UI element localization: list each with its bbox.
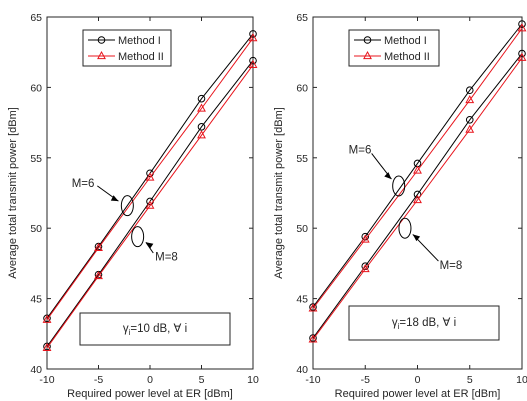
x-tick-label: -10 [39,374,54,386]
data-point [518,49,526,58]
data-point [465,115,474,124]
data-point [249,56,257,65]
data-point [249,30,257,38]
x-tick-label: 10 [247,374,259,386]
y-tick-label: 60 [296,82,308,94]
x-tick-label: 5 [199,374,205,386]
series-line [46,37,254,320]
condition-text: γi=10 dB, ∀ i [123,323,187,337]
x-axis-label: Required power level at ER [dBm] [335,388,501,400]
plot-area [46,16,254,370]
legend-marker [363,50,372,60]
legend-label: Method II [384,51,430,63]
legend-label: Method I [118,35,161,47]
legend-marker [97,36,106,44]
data-point [465,86,474,95]
data-point [517,23,527,32]
y-tick-label: 50 [30,223,42,235]
y-axis-label: Average total transmit power [dBm] [273,107,285,279]
series-line [312,57,523,340]
y-tick-label: 40 [296,364,308,376]
data-point [197,94,206,103]
annotation-ellipse [392,175,406,197]
y-tick-label: 55 [30,153,42,165]
series-line [312,23,523,308]
annotation-label: M=8 [155,251,178,263]
series-line [312,28,523,309]
legend [348,29,440,67]
annotation-arrowhead [384,172,392,180]
y-tick-label: 65 [296,12,308,24]
annotation-label: M=6 [349,144,372,156]
annotation-ellipse [131,226,145,248]
x-tick-label: 0 [147,374,153,386]
annotation-arrowhead [145,242,154,249]
x-tick-label: -5 [94,374,103,386]
chart-panel-1: -10 -5 0 5 10 40 45 50 55 60 65 Required power leve… [7,12,259,400]
data-point [94,271,103,280]
condition-box [79,312,231,346]
series-line [46,64,254,349]
data-point [360,234,370,243]
data-point [145,172,155,181]
legend-label: Method II [118,51,164,63]
x-tick-label: 0 [415,374,421,386]
data-point [465,95,475,104]
legend-marker [363,36,372,44]
y-tick-label: 65 [30,12,42,24]
data-point [248,59,258,68]
data-point [308,334,318,343]
annotation-arrowhead [110,195,119,202]
annotation-ellipse [120,195,134,217]
series-line [312,53,523,339]
y-tick-label: 45 [296,294,308,306]
annotation-label: M=8 [440,260,463,272]
condition-text: γi=18 dB, ∀ i [392,317,456,331]
data-point [248,33,258,42]
data-point [413,165,422,174]
data-point [145,200,155,209]
chart-panel-2: -10 -5 0 5 10 40 45 50 55 60 65 Required power leve… [273,12,527,400]
data-point [517,52,527,61]
data-point [413,194,422,204]
data-point [360,263,370,273]
legend-label: Method I [384,35,427,47]
annotation-label: M=6 [72,178,95,190]
y-tick-label: 45 [30,294,42,306]
legend [82,29,172,67]
data-point [413,190,422,199]
x-tick-label: 5 [467,374,473,386]
legend-marker [97,50,106,60]
data-point [518,20,526,28]
x-axis-label: Required power level at ER [dBm] [67,388,233,400]
data-point [42,342,52,351]
x-tick-label: -5 [361,374,370,386]
annotation-arrowhead [412,234,421,242]
data-point [465,124,475,133]
y-tick-label: 40 [30,364,42,376]
data-point [197,130,206,139]
condition-box [348,305,500,341]
data-point [308,303,318,312]
x-tick-label: -10 [305,374,320,386]
data-point [197,103,206,112]
y-tick-label: 55 [296,153,308,165]
data-point [42,314,52,323]
y-tick-label: 60 [30,82,42,94]
annotation-ellipse [398,217,412,239]
y-tick-label: 50 [296,223,308,235]
y-axis-label: Average total transmit power [dBm] [7,107,19,279]
data-point [197,123,206,131]
data-point [94,242,103,252]
x-tick-label: 10 [516,374,527,386]
